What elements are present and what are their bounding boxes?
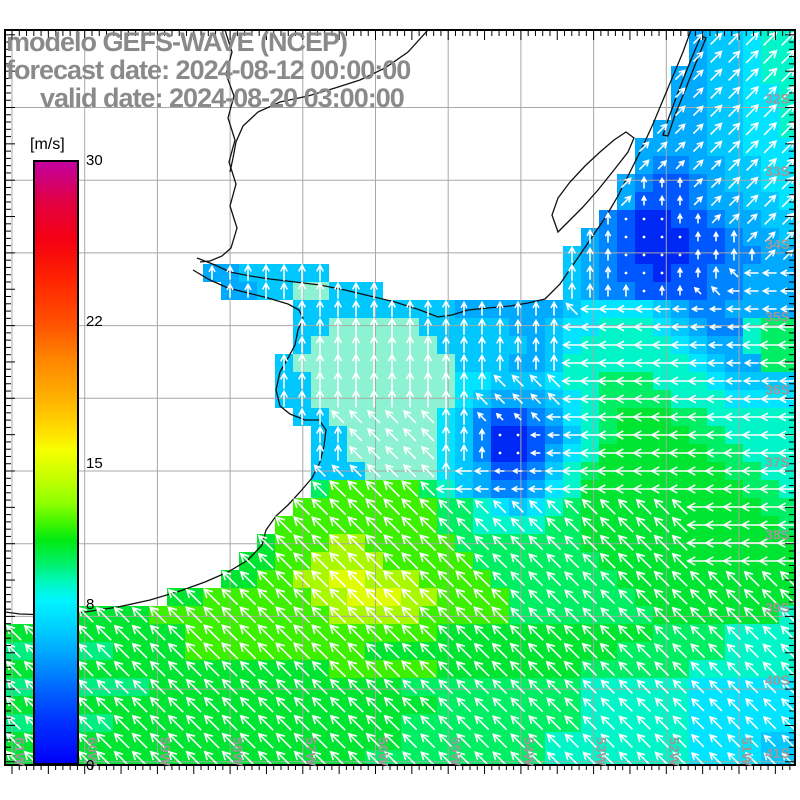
graticule-labels: 32S 33S 34S 35S 36S 37S 38S 39S 40S 41S 61W 60W 59W 5… bbox=[12, 91, 790, 767]
longitude-label: 53W bbox=[594, 737, 610, 767]
colorbar bbox=[33, 160, 79, 765]
colorbar-tick-label: 0 bbox=[86, 757, 95, 774]
longitude-label: 54W bbox=[521, 737, 537, 767]
latitude-label: 41S bbox=[765, 745, 790, 761]
latitude-label: 34S bbox=[765, 236, 790, 252]
colorbar-tick-label: 30 bbox=[86, 152, 103, 169]
longitude-label: 60W bbox=[85, 737, 101, 767]
longitude-label: 52W bbox=[666, 737, 682, 767]
latitude-label: 37S bbox=[765, 454, 790, 470]
longitude-label: 56W bbox=[376, 737, 392, 767]
colorbar-tick-label: 8 bbox=[86, 595, 95, 613]
longitude-label: 58W bbox=[230, 737, 246, 767]
latitude-label: 32S bbox=[765, 91, 790, 107]
colorbar-tick-label: 15 bbox=[86, 454, 103, 472]
longitude-label: 51W bbox=[739, 737, 755, 767]
longitude-label: 55W bbox=[448, 737, 464, 767]
map-frame bbox=[4, 29, 796, 766]
latitude-label: 36S bbox=[765, 381, 790, 397]
colorbar-tick-label: 22 bbox=[86, 313, 103, 331]
latitude-label: 40S bbox=[765, 672, 790, 688]
latitude-label: 35S bbox=[765, 309, 790, 325]
longitude-label: 59W bbox=[157, 737, 173, 767]
colorbar-unit-label: [m/s] bbox=[30, 136, 65, 153]
latitude-label: 38S bbox=[765, 527, 790, 543]
longitude-label: 57W bbox=[303, 737, 319, 767]
axis-ticks bbox=[6, 31, 794, 774]
latitude-label: 33S bbox=[765, 163, 790, 179]
longitude-label: 61W bbox=[12, 737, 28, 767]
latitude-label: 39S bbox=[765, 599, 790, 615]
